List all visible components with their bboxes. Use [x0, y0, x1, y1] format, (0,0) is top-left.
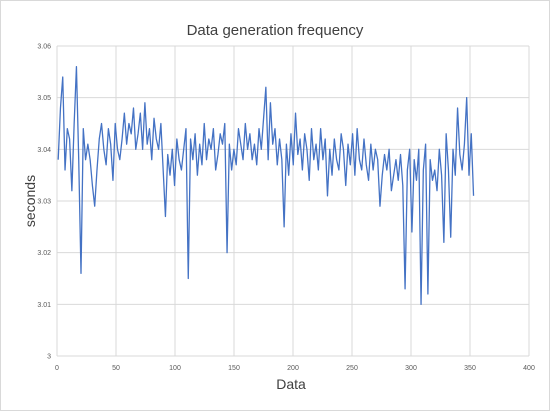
y-axis-ticks: 3 3.01 3.02 3.03 3.04 3.05 3.06: [37, 44, 51, 361]
x-tick-label: 350: [464, 365, 476, 372]
series-line: [57, 66, 475, 305]
y-tick-label: 3.04: [37, 147, 51, 154]
x-tick-label: 50: [112, 365, 120, 372]
gridlines: [56, 45, 530, 357]
y-tick-label: 3.06: [37, 44, 51, 51]
x-axis-title: Data: [276, 376, 306, 392]
x-tick-label: 400: [523, 365, 535, 372]
y-axis-title: seconds: [22, 175, 38, 227]
y-tick-label: 3.03: [37, 199, 51, 206]
x-axis-ticks: 0 50 100 150 200 250 300 350 400: [55, 365, 535, 372]
x-tick-label: 100: [169, 365, 181, 372]
x-tick-label: 0: [55, 365, 59, 372]
x-tick-label: 300: [405, 365, 417, 372]
y-tick-label: 3.05: [37, 95, 51, 102]
x-tick-label: 200: [287, 365, 299, 372]
y-tick-label: 3.01: [37, 302, 51, 309]
x-tick-label: 150: [228, 365, 240, 372]
y-tick-label: 3.02: [37, 250, 51, 257]
chart-title: Data generation frequency: [187, 22, 364, 39]
x-tick-label: 250: [346, 365, 358, 372]
y-tick-label: 3: [47, 354, 51, 361]
